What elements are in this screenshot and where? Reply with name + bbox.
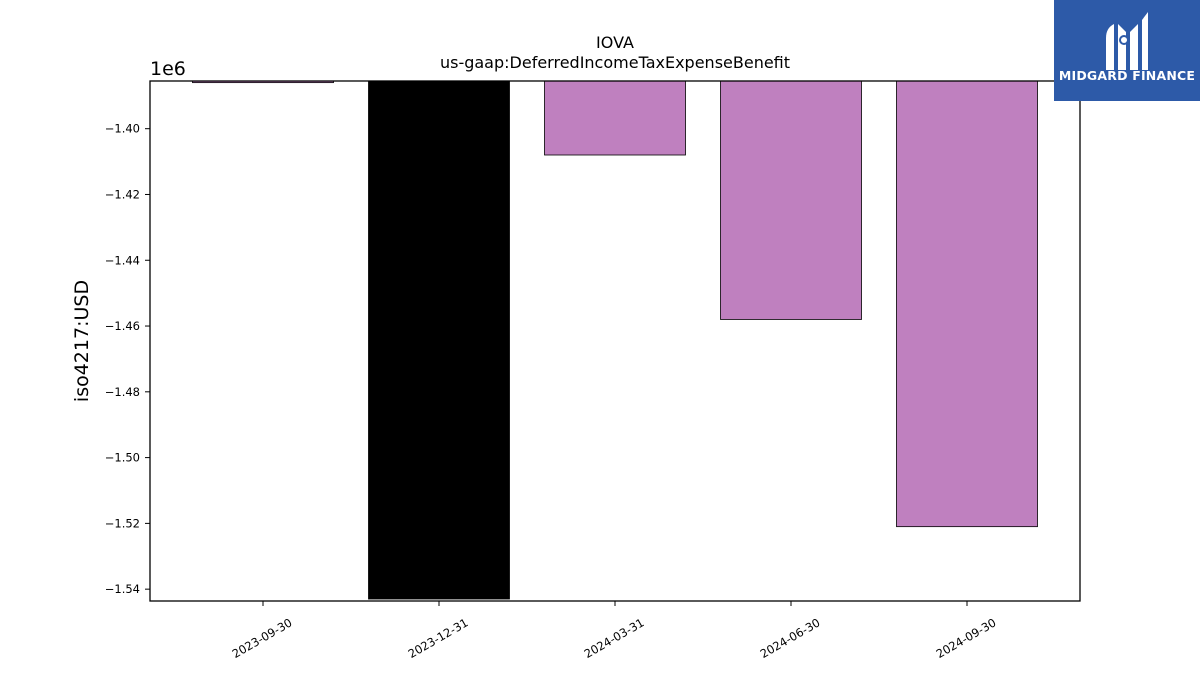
y-tick-label: −1.42 <box>105 187 140 201</box>
x-tick-label: 2024-06-30 <box>758 615 823 661</box>
y-tick-label: −1.48 <box>105 385 140 399</box>
bar-2024-03-31 <box>544 80 686 156</box>
chart-subtitle: us-gaap:DeferredIncomeTaxExpenseBenefit <box>440 53 790 72</box>
x-tick-label: 2024-03-31 <box>582 615 647 661</box>
x-tick-label: 2023-12-31 <box>406 615 471 661</box>
y-tick-label: −1.44 <box>105 253 140 267</box>
midgard-finance-logo: MIDGARD FINANCE <box>1054 0 1200 101</box>
x-tick-label: 2024-09-30 <box>934 615 999 661</box>
bar-2024-06-30 <box>720 80 862 320</box>
bar-2024-09-30 <box>896 80 1038 528</box>
y-tick-label: −1.52 <box>105 516 140 530</box>
x-tick-label: 2023-09-30 <box>230 615 295 661</box>
midgard-m-logo-icon <box>1106 12 1148 70</box>
y-tick-label: −1.46 <box>105 319 140 333</box>
y-offset-label: 1e6 <box>150 58 186 80</box>
y-tick-label: −1.40 <box>105 122 140 136</box>
y-tick-label: −1.50 <box>105 451 140 465</box>
chart-title: IOVA <box>596 33 634 52</box>
logo-text: MIDGARD FINANCE <box>1058 68 1196 83</box>
plot-frame <box>149 80 1081 602</box>
y-axis-label: iso4217:USD <box>71 280 93 402</box>
bar-2023-12-31 <box>368 80 510 600</box>
y-tick-label: −1.54 <box>105 582 140 596</box>
